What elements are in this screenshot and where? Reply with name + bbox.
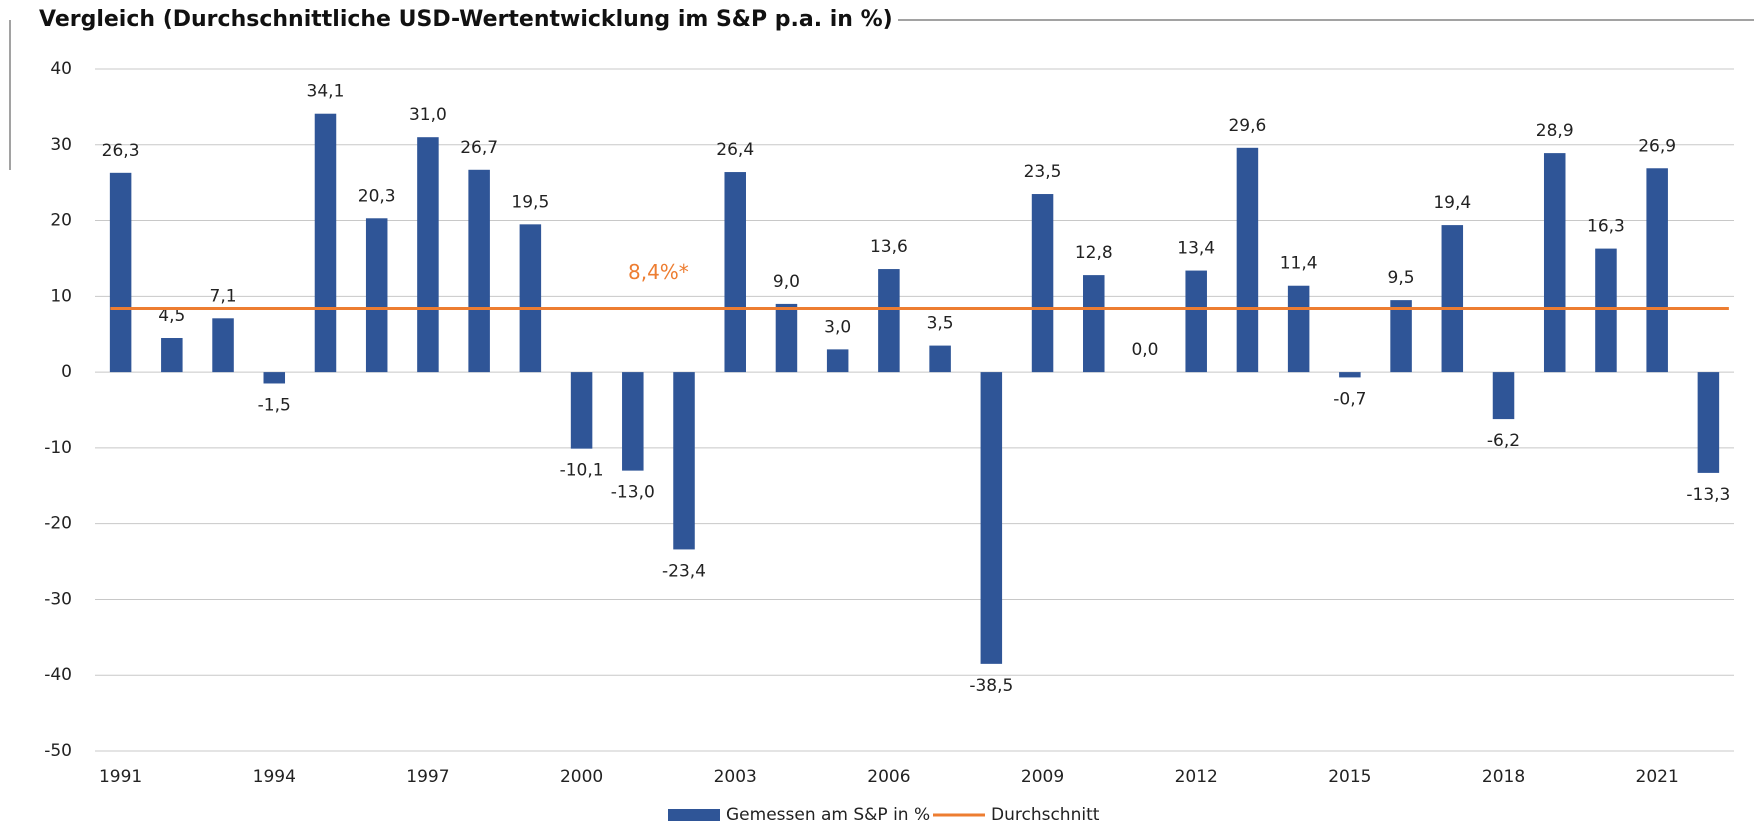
bar [1390, 300, 1412, 373]
data-label: -10,1 [560, 461, 604, 481]
data-label: 19,4 [1433, 193, 1471, 213]
data-label: 12,8 [1075, 243, 1113, 263]
x-tick-label: 2009 [1021, 767, 1064, 787]
bar [109, 172, 132, 373]
x-tick-label: 2003 [714, 767, 757, 787]
data-label: 26,4 [716, 140, 754, 160]
bar [1031, 194, 1054, 373]
data-label: -23,4 [662, 561, 706, 581]
y-tick-label: 40 [50, 59, 72, 79]
data-label: 9,0 [773, 272, 800, 292]
bar [1543, 153, 1566, 373]
data-label: 3,5 [927, 314, 954, 334]
data-label: 4,5 [158, 306, 185, 326]
x-tick-label: 1997 [406, 767, 449, 787]
bar [1185, 270, 1207, 373]
x-tick-label: 2006 [867, 767, 910, 787]
bar [1441, 225, 1464, 373]
data-label: -0,7 [1333, 389, 1366, 409]
data-label: 7,1 [210, 286, 237, 306]
data-label: 0,0 [1131, 340, 1158, 360]
bar [314, 113, 337, 373]
data-label: 26,7 [460, 138, 498, 158]
data-label: -13,3 [1686, 485, 1730, 505]
bar [980, 372, 1003, 664]
bar [468, 169, 490, 373]
bar [929, 345, 951, 373]
legend-label: Durchschnitt [991, 805, 1100, 825]
bar [622, 372, 644, 471]
data-label: -1,5 [258, 395, 291, 415]
data-label: 23,5 [1024, 162, 1062, 182]
x-tick-label: 1994 [253, 767, 296, 787]
data-label: 34,1 [307, 82, 345, 102]
data-label: 26,9 [1638, 136, 1676, 156]
y-tick-label: -30 [44, 589, 72, 609]
bar [1595, 248, 1617, 373]
legend-swatch [668, 809, 720, 821]
data-label: 13,6 [870, 237, 908, 257]
y-tick-label: -50 [44, 741, 72, 761]
bar [878, 269, 900, 373]
bar [673, 372, 695, 550]
data-label: -13,0 [611, 483, 655, 503]
legend-label: Gemessen am S&P in % [726, 805, 930, 825]
bar [1083, 275, 1105, 373]
y-tick-label: 10 [50, 286, 72, 306]
bar [1492, 372, 1515, 420]
data-label: 28,9 [1536, 121, 1574, 141]
bar [161, 338, 183, 373]
y-tick-label: 30 [50, 135, 72, 155]
x-tick-label: 1991 [99, 767, 142, 787]
data-label: 11,4 [1280, 254, 1318, 274]
data-label: 31,0 [409, 105, 447, 125]
bar [365, 218, 388, 373]
y-tick-label: -20 [44, 514, 72, 534]
x-tick-label: 2012 [1175, 767, 1218, 787]
y-tick-label: 20 [50, 211, 72, 231]
bar [417, 137, 439, 373]
bar [1236, 147, 1259, 373]
bar [570, 372, 593, 449]
bar [1287, 285, 1310, 373]
y-tick-label: -10 [44, 438, 72, 458]
data-label: 13,4 [1177, 239, 1215, 259]
data-label: 3,0 [824, 317, 851, 337]
average-label: 8,4%* [628, 260, 689, 284]
bar [1646, 168, 1668, 373]
bar [1339, 372, 1361, 378]
x-tick-label: 2000 [560, 767, 603, 787]
y-tick-label: 0 [61, 362, 72, 382]
data-label: -38,5 [969, 676, 1013, 696]
bar [212, 318, 234, 373]
data-label: 19,5 [511, 192, 549, 212]
data-label: 26,3 [102, 141, 140, 161]
bar [724, 172, 746, 373]
bar [1697, 372, 1720, 473]
data-label: -6,2 [1487, 431, 1520, 451]
y-tick-label: -40 [44, 665, 72, 685]
x-tick-label: 2021 [1636, 767, 1679, 787]
data-label: 20,3 [358, 186, 396, 206]
bar [826, 349, 849, 373]
chart-title: Vergleich (Durchschnittliche USD-Wertent… [39, 7, 893, 32]
bar [519, 224, 542, 373]
x-tick-label: 2015 [1328, 767, 1371, 787]
bar [775, 303, 798, 373]
data-label: 29,6 [1228, 116, 1266, 136]
data-label: 16,3 [1587, 217, 1625, 237]
data-label: 9,5 [1388, 268, 1415, 288]
x-tick-label: 2018 [1482, 767, 1525, 787]
bar [263, 372, 286, 384]
